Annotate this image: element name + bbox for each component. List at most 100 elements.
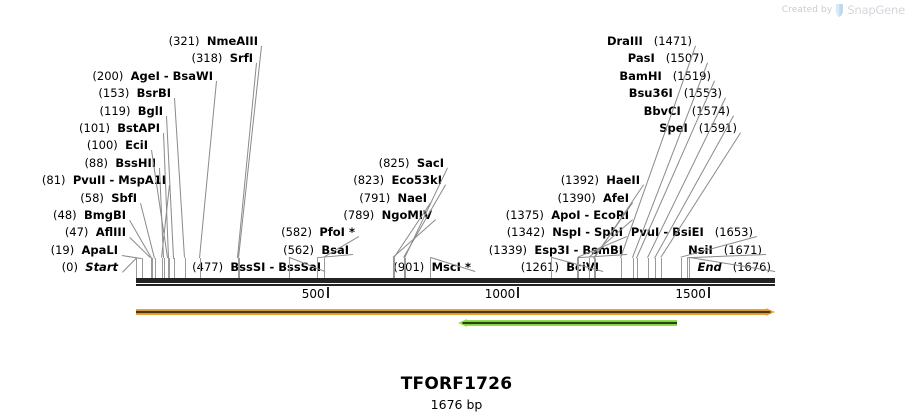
site-leader-line [121, 254, 142, 259]
enzyme-name: BbvCI [643, 103, 681, 118]
enzyme-site-label[interactable]: BamHI (1519) [619, 70, 711, 83]
enzyme-site-label[interactable]: DraIII (1471) [607, 35, 692, 48]
enzyme-position: (1471) [653, 34, 692, 48]
site-tick-mark [648, 258, 649, 278]
enzyme-site-label[interactable]: (19) ApaLI [51, 244, 118, 257]
enzyme-site-label[interactable]: (0) Start [62, 261, 118, 274]
backbone-bar [136, 278, 775, 283]
page-title: TFORF1726 [400, 374, 513, 394]
site-tick-mark [164, 258, 165, 278]
enzyme-position: (101) [79, 121, 110, 135]
enzyme-position: (1507) [665, 51, 704, 66]
site-tick-mark [200, 258, 201, 278]
enzyme-name: DraIII [606, 34, 643, 48]
enzyme-position: (19) [50, 242, 75, 257]
site-tick-mark [152, 258, 153, 278]
site-leader-line [237, 63, 257, 258]
enzyme-site-label[interactable]: PvuI - BsiEI (1653) [631, 226, 753, 239]
enzyme-site-label[interactable]: (1392) HaeII [561, 174, 640, 187]
feature-inner-green[interactable] [458, 312, 678, 327]
enzyme-name: BstAPI [117, 121, 160, 135]
enzyme-name: SphI [594, 225, 623, 240]
enzyme-name: AfeI [603, 190, 629, 205]
enzyme-site-label[interactable]: (81) PvuII - MspA1I [42, 174, 166, 187]
enzyme-name: HaeII [606, 173, 640, 188]
enzyme-site-label[interactable]: (58) SbfI [80, 192, 137, 205]
site-tick-mark [317, 258, 318, 278]
ruler-tick-label: 1000 [484, 287, 516, 301]
site-tick-mark [594, 258, 595, 278]
site-tick-mark [430, 258, 431, 278]
enzyme-site-label[interactable]: (100) EciI [87, 139, 148, 152]
enzyme-position: (562) [283, 242, 315, 257]
site-tick-mark [578, 258, 579, 278]
enzyme-site-label[interactable]: (88) BssHII [84, 157, 156, 170]
enzyme-name-separator: - [265, 260, 279, 275]
ruler-tick-mark [517, 287, 520, 298]
site-tick-mark [169, 258, 170, 278]
enzyme-position: (1390) [557, 190, 596, 205]
enzyme-site-label[interactable]: (825) SacI [379, 157, 444, 170]
site-tick-mark [551, 258, 552, 278]
enzyme-position: (153) [98, 86, 130, 101]
site-tick-mark [394, 258, 395, 278]
enzyme-position: (58) [80, 190, 104, 205]
site-tick-mark [577, 258, 578, 278]
site-tick-mark [661, 258, 662, 278]
enzyme-site-label[interactable]: (1342) NspI - SphI [507, 226, 623, 239]
site-tick-mark [155, 258, 156, 278]
enzyme-position: (1553) [683, 86, 722, 101]
snapgene-watermark: Created by SnapGene [782, 3, 905, 17]
site-tick-mark [655, 258, 656, 278]
enzyme-name: PvuII [72, 173, 106, 188]
site-leader-line [199, 80, 217, 258]
site-tick-mark [681, 258, 682, 278]
backbone-baseline [136, 284, 775, 286]
enzyme-site-label[interactable]: (1375) ApoI - EcoRI [506, 209, 629, 222]
enzyme-site-label[interactable]: PasI (1507) [628, 52, 704, 65]
enzyme-site-label[interactable]: (119) BglI [100, 105, 163, 118]
enzyme-name: AgeI [130, 68, 160, 83]
enzyme-name: Bsu36I [628, 86, 673, 101]
enzyme-name-separator: - [580, 208, 594, 222]
site-tick-mark [393, 258, 394, 278]
ruler-tick-label: 500 [301, 287, 325, 301]
enzyme-position: (100) [86, 138, 118, 153]
enzyme-site-label[interactable]: (823) Eco53kI [353, 174, 442, 187]
site-tick-mark [687, 258, 688, 278]
enzyme-site-label[interactable]: (200) AgeI - BsaWI [92, 70, 213, 83]
enzyme-name: BsiEI [672, 225, 704, 240]
feature-orf-orange[interactable] [136, 301, 775, 316]
enzyme-name: End [697, 260, 722, 275]
enzyme-name: NspI [552, 225, 582, 240]
enzyme-site-label[interactable]: (48) BmgBI [53, 209, 126, 222]
enzyme-name: BamHI [619, 68, 662, 83]
enzyme-position: (1339) [488, 242, 528, 257]
enzyme-site-label[interactable]: (1390) AfeI [557, 192, 629, 205]
enzyme-site-label[interactable]: (321) NmeAIII [169, 35, 258, 48]
enzyme-position: (88) [84, 155, 109, 170]
enzyme-site-label[interactable]: (153) BsrBI [98, 87, 171, 100]
enzyme-site-label[interactable]: (791) NaeI [359, 192, 427, 205]
enzyme-name: PfoI [319, 225, 345, 240]
enzyme-site-label[interactable]: (901) MscI * [393, 261, 471, 274]
enzyme-name: BssSI [230, 260, 266, 275]
site-tick-mark [405, 258, 406, 278]
sequence-length: 1676 bp [430, 397, 483, 412]
site-leader-line [174, 98, 185, 259]
enzyme-name: Start [85, 260, 118, 275]
site-tick-mark [142, 258, 143, 278]
ruler-tick-mark [707, 287, 710, 298]
site-tick-mark [324, 258, 325, 278]
ruler-tick-mark [326, 287, 329, 298]
enzyme-site-label[interactable]: (101) BstAPI [79, 122, 160, 135]
site-tick-mark [185, 258, 186, 278]
enzyme-site-label[interactable]: (582) PfoI * [281, 226, 355, 239]
enzyme-position: (1519) [672, 68, 711, 83]
enzyme-site-label[interactable]: (47) AflIII [65, 226, 126, 239]
enzyme-site-label[interactable]: (318) SrfI [192, 52, 254, 65]
enzyme-name: ApaLI [81, 242, 119, 257]
enzyme-name: PasI [627, 51, 655, 66]
site-tick-mark [239, 258, 240, 278]
